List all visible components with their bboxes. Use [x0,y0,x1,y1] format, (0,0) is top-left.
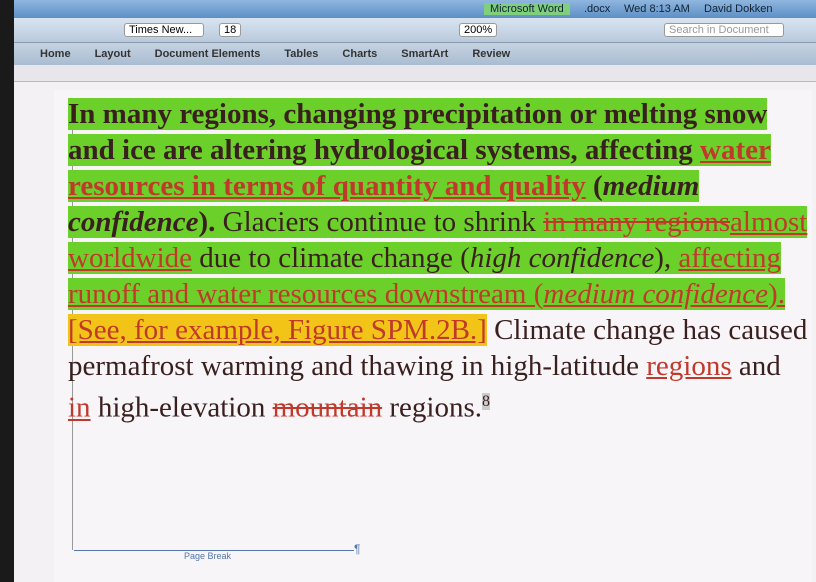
file-name: .docx [584,3,610,15]
text-run: ), [654,242,678,274]
text-run: regions. [382,392,482,424]
inserted-text: [See, for example, Figure SPM.2B.] [68,314,487,346]
page: Microsoft Word .docx Wed 8:13 AM David D… [0,0,816,582]
text-run: and [732,350,781,382]
clock: Wed 8:13 AM [624,3,690,15]
pilcrow: ¶ [354,542,360,556]
window-title: Microsoft Word [484,3,570,15]
ribbon-tab[interactable]: Home [40,48,71,60]
inserted-text: in [68,392,91,424]
font-size-select[interactable]: 18 [219,23,241,37]
text-run: due to climate change ( [192,242,470,274]
text-run: ). [198,206,222,238]
inserted-text: medium confidence [543,278,768,310]
zoom-select[interactable]: 200% [459,23,497,37]
text-run: high confidence [470,242,654,274]
ribbon-tab[interactable]: Document Elements [155,48,261,60]
user[interactable]: David Dokken [704,3,772,15]
ruler [14,65,816,82]
font-select[interactable]: Times New... [124,23,204,37]
screen: Microsoft Word .docx Wed 8:13 AM David D… [14,0,816,582]
search-box[interactable]: Search in Document [664,23,784,37]
document-page: In many regions, changing precipitation … [54,90,812,582]
paragraph: In many regions, changing precipitation … [68,96,808,426]
ribbon-tab[interactable]: Review [472,48,510,60]
toolbar: Times New... 18 200% Search in Document [14,18,816,43]
text-run: Glaciers continue to shrink [223,206,544,238]
menu-bar: Microsoft Word .docx Wed 8:13 AM David D… [14,0,816,18]
text-run: ( [586,170,603,202]
ribbon-tab[interactable]: Layout [95,48,131,60]
inserted-text: ). [768,278,785,310]
ribbon-tab[interactable]: Charts [342,48,377,60]
page-break: Page Break [74,550,354,561]
deleted-text: in many regions [543,206,730,238]
inserted-text: regions [646,350,731,382]
footnote-ref[interactable]: 8 [482,393,490,410]
ribbon-tab[interactable]: Tables [284,48,318,60]
ribbon-tabs: Home Layout Document Elements Tables Charts S… [14,43,816,65]
deleted-text: mountain [273,392,383,424]
text-run: high-elevation [91,392,273,424]
ribbon-tab[interactable]: SmartArt [401,48,448,60]
text-run: In many regions, changing precipitation … [68,98,767,166]
